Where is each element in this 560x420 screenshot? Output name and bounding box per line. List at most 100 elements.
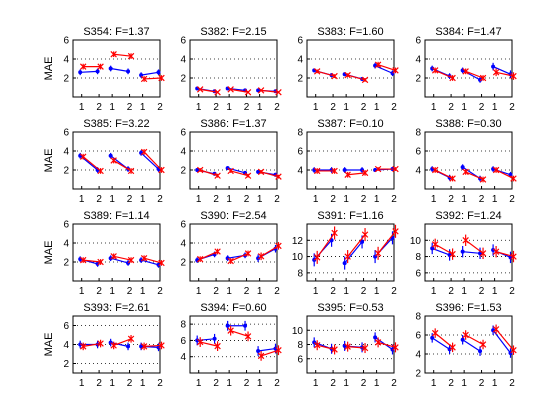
- x-tick-label: 1: [79, 102, 85, 113]
- x-tick-label: 1: [374, 102, 380, 113]
- x-tick-label: 1: [79, 194, 85, 205]
- data-point-red: [331, 229, 338, 237]
- data-point-blue: [460, 337, 465, 342]
- x-tick-label: 1: [492, 286, 498, 297]
- x-tick-label: 2: [361, 378, 367, 389]
- data-point-blue: [256, 349, 261, 354]
- x-tick-label: 1: [431, 194, 437, 205]
- data-point-red: [431, 166, 439, 174]
- series-line-red: [143, 257, 162, 264]
- x-tick-label: 2: [244, 286, 250, 297]
- axes-frame: [189, 223, 278, 282]
- y-tick-label: 4: [297, 55, 303, 66]
- data-point-red: [374, 165, 382, 173]
- subplot-title: S396: F=1.53: [435, 302, 501, 314]
- x-tick-label: 2: [274, 286, 280, 297]
- y-axis-label: MAE: [43, 149, 55, 173]
- series-line-blue: [258, 347, 276, 352]
- data-point-red: [158, 166, 165, 174]
- x-tick-label: 2: [127, 286, 133, 297]
- x-tick-label: 2: [213, 286, 219, 297]
- y-tick-label: 2: [180, 166, 186, 177]
- data-point-red: [257, 253, 265, 260]
- x-tick-label: 1: [109, 102, 115, 113]
- series-line-red: [347, 74, 366, 81]
- x-tick-label: 1: [343, 194, 349, 205]
- data-point-red: [97, 258, 104, 266]
- x-tick-label: 1: [374, 286, 380, 297]
- data-point-blue: [256, 256, 261, 261]
- y-tick-label: 4: [180, 239, 186, 250]
- y-tick-label: 2: [63, 74, 69, 85]
- y-tick-label: 6: [63, 128, 69, 139]
- y-tick-label: 2: [63, 359, 69, 370]
- x-tick-label: 2: [96, 378, 102, 389]
- data-point-red: [214, 248, 221, 255]
- y-tick-label: 4: [63, 55, 69, 66]
- data-point-blue: [195, 168, 200, 172]
- data-point-red: [313, 68, 321, 75]
- series-line-red: [260, 349, 279, 357]
- y-tick-label: 4: [63, 340, 69, 351]
- data-point-blue: [95, 261, 100, 266]
- x-tick-label: 2: [509, 286, 515, 297]
- x-tick-label: 2: [330, 194, 336, 205]
- data-point-blue: [360, 239, 365, 244]
- data-point-red: [79, 153, 87, 160]
- x-tick-label: 2: [157, 194, 163, 205]
- series-line-red: [495, 71, 514, 77]
- x-tick-label: 1: [374, 378, 380, 389]
- data-point-red: [110, 51, 117, 58]
- x-tick-label: 2: [96, 102, 102, 113]
- data-point-red: [510, 175, 517, 182]
- series-line-red: [347, 346, 366, 349]
- data-point-blue: [478, 77, 483, 82]
- series-line-blue: [492, 66, 511, 75]
- series-line-red: [434, 243, 453, 255]
- x-tick-label: 1: [196, 194, 202, 205]
- y-tick-label: 8: [297, 128, 303, 139]
- x-tick-label: 2: [127, 194, 133, 205]
- data-point-red: [275, 346, 282, 354]
- series-line-red: [199, 251, 218, 260]
- x-tick-label: 1: [226, 378, 232, 389]
- series-line-red: [260, 245, 279, 257]
- x-tick-label: 1: [492, 102, 498, 113]
- x-tick-label: 2: [479, 286, 485, 297]
- data-point-red: [140, 254, 148, 262]
- y-tick-label: 4: [297, 166, 303, 177]
- axes-frame: [424, 39, 513, 98]
- y-tick-label: 6: [180, 36, 186, 47]
- y-tick-label: 2: [415, 74, 421, 85]
- y-tick-label: 6: [180, 336, 186, 347]
- data-point-blue: [342, 168, 347, 172]
- y-tick-label: 2: [297, 74, 303, 85]
- subplot-title: S394: F=0.60: [200, 302, 266, 314]
- x-tick-label: 1: [461, 102, 467, 113]
- data-point-red: [158, 74, 165, 82]
- data-point-blue: [342, 261, 347, 266]
- data-point-red: [140, 343, 148, 350]
- data-point-red: [244, 250, 252, 257]
- data-point-red: [127, 52, 135, 60]
- data-point-blue: [139, 344, 144, 349]
- x-tick-label: 2: [391, 286, 397, 297]
- data-point-red: [462, 237, 469, 244]
- data-point-red: [127, 167, 135, 175]
- data-point-red: [510, 253, 517, 260]
- data-point-blue: [108, 256, 113, 261]
- data-point-red: [97, 63, 104, 70]
- data-point-blue: [108, 66, 113, 71]
- y-tick-label: 6: [297, 36, 303, 47]
- data-point-red: [275, 89, 282, 96]
- y-tick-label: 2: [63, 166, 69, 177]
